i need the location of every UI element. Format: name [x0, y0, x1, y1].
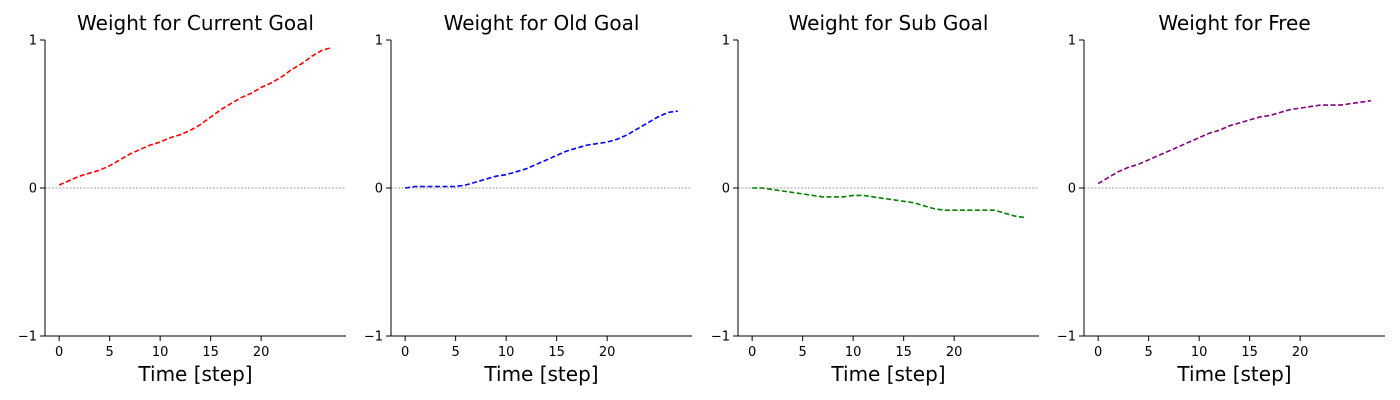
series-line [752, 187, 1026, 219]
x-tick-label: 5 [452, 345, 460, 360]
y-tick-label: −1 [18, 330, 37, 345]
subplot-title: Weight for Current Goal [77, 11, 314, 35]
x-tick-label: 5 [1145, 345, 1153, 360]
y-tick-label: −1 [711, 330, 730, 345]
x-tick-label: 20 [599, 345, 616, 360]
subplot-title: Weight for Old Goal [444, 11, 640, 35]
subplot-title: Weight for Free [1158, 11, 1310, 35]
y-tick-label: 0 [722, 182, 730, 197]
x-axis-label: Time [step] [137, 362, 252, 386]
y-tick-label: 1 [29, 34, 37, 49]
x-axis-label: Time [step] [483, 362, 598, 386]
x-tick-label: 15 [1241, 345, 1258, 360]
x-tick-label: 0 [55, 345, 63, 360]
x-tick-label: 0 [1094, 345, 1102, 360]
y-tick-label: −1 [364, 330, 383, 345]
y-tick-label: 1 [1068, 34, 1076, 49]
y-tick-label: 0 [1068, 182, 1076, 197]
x-tick-label: 20 [253, 345, 270, 360]
x-tick-label: 10 [498, 345, 515, 360]
x-tick-label: 5 [799, 345, 807, 360]
x-tick-label: 15 [202, 345, 219, 360]
x-tick-label: 20 [946, 345, 963, 360]
y-tick-label: −1 [1057, 330, 1076, 345]
x-tick-label: 5 [106, 345, 114, 360]
x-tick-label: 0 [748, 345, 756, 360]
x-tick-label: 10 [845, 345, 862, 360]
y-tick-label: 0 [375, 182, 383, 197]
x-tick-label: 20 [1292, 345, 1309, 360]
x-tick-label: 0 [401, 345, 409, 360]
y-tick-label: 1 [375, 34, 383, 49]
x-axis-label: Time [step] [830, 362, 945, 386]
x-tick-label: 15 [895, 345, 912, 360]
x-tick-label: 10 [152, 345, 169, 360]
x-axis-label: Time [step] [1176, 362, 1291, 386]
series-line [404, 110, 679, 189]
x-tick-label: 15 [548, 345, 565, 360]
series-line [58, 46, 333, 186]
y-tick-label: 0 [29, 182, 37, 197]
x-tick-label: 10 [1191, 345, 1208, 360]
series-line [1097, 99, 1372, 185]
y-tick-label: 1 [722, 34, 730, 49]
subplot-title: Weight for Sub Goal [789, 11, 989, 35]
